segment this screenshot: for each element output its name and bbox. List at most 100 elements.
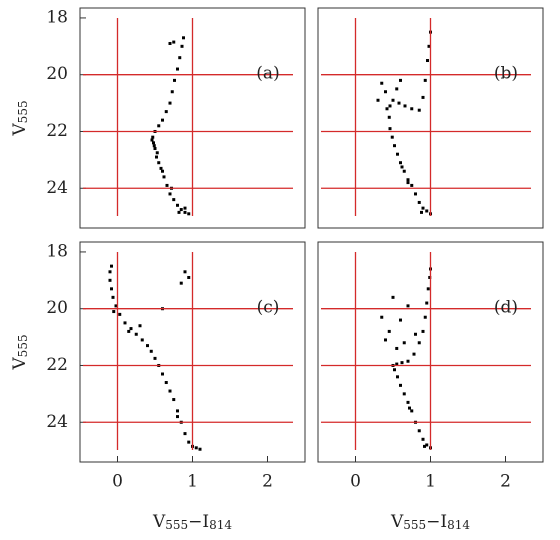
y-tick-label: 20 xyxy=(46,298,68,318)
point xyxy=(390,135,394,139)
x-tick-label: 0 xyxy=(350,472,361,492)
point xyxy=(179,281,183,285)
point xyxy=(176,67,179,71)
point xyxy=(423,78,427,82)
point xyxy=(168,41,172,45)
point xyxy=(138,324,142,328)
y-tick-label: 18 xyxy=(46,7,68,27)
point xyxy=(410,107,414,111)
point xyxy=(187,440,191,444)
point xyxy=(157,124,161,128)
point xyxy=(423,444,426,448)
point xyxy=(410,183,414,187)
point xyxy=(396,375,399,379)
y-tick-label: 20 xyxy=(46,64,68,84)
point xyxy=(412,352,416,356)
point xyxy=(168,101,172,105)
point xyxy=(165,183,169,187)
y-tick-label: 24 xyxy=(46,412,68,432)
panel-frame xyxy=(317,7,544,229)
point xyxy=(417,200,421,204)
point xyxy=(168,192,172,196)
point xyxy=(110,264,113,268)
point xyxy=(423,315,427,319)
point xyxy=(118,312,122,316)
point xyxy=(400,361,404,365)
point xyxy=(414,332,417,336)
point xyxy=(157,161,161,165)
point xyxy=(182,36,185,40)
point xyxy=(402,392,406,396)
point xyxy=(417,429,421,433)
y-axis-label-sub: 555 xyxy=(16,100,30,123)
point xyxy=(406,359,410,363)
point xyxy=(421,437,425,441)
panel-frame xyxy=(79,7,306,229)
point xyxy=(176,415,179,419)
point xyxy=(187,275,191,279)
panel-label: (c) xyxy=(257,298,280,318)
point xyxy=(399,161,402,165)
x-axis-label-sub: 814 xyxy=(209,518,232,532)
x-tick-label: 1 xyxy=(425,472,436,492)
point xyxy=(406,181,410,185)
point xyxy=(393,368,396,372)
point xyxy=(380,81,384,85)
point xyxy=(164,110,168,114)
x-axis-label-main: V xyxy=(152,512,166,532)
panel-label: (a) xyxy=(256,64,279,84)
point xyxy=(172,40,176,44)
y-axis-label: V555 xyxy=(10,100,31,136)
point xyxy=(178,56,182,60)
point xyxy=(421,329,425,333)
point xyxy=(159,166,163,170)
y-tick-label: 24 xyxy=(46,178,68,198)
point xyxy=(162,175,166,179)
point xyxy=(388,104,392,108)
point xyxy=(161,372,164,376)
x-axis-label-sub: 555 xyxy=(403,518,426,532)
point xyxy=(385,107,389,111)
point xyxy=(170,90,174,94)
y-axis-label-sub: 555 xyxy=(16,334,30,357)
point xyxy=(425,301,429,305)
point xyxy=(172,398,176,402)
point xyxy=(173,78,176,82)
point xyxy=(395,346,399,350)
point xyxy=(161,118,164,122)
point xyxy=(180,44,184,48)
x-tick-label: 2 xyxy=(500,472,511,492)
point xyxy=(414,192,417,196)
point xyxy=(198,447,202,451)
point xyxy=(399,318,402,322)
point xyxy=(380,315,384,319)
point xyxy=(176,409,179,413)
point xyxy=(402,169,406,173)
point xyxy=(384,90,387,94)
x-axis-label-main: −I xyxy=(426,512,447,532)
y-axis-label-main: V xyxy=(10,357,30,371)
point xyxy=(183,270,187,274)
x-axis-label-sub: 814 xyxy=(447,518,470,532)
y-axis-label-main: V xyxy=(10,123,30,137)
point xyxy=(384,338,387,342)
x-axis-label-main: −I xyxy=(188,512,209,532)
point xyxy=(108,278,112,282)
y-tick-label: 22 xyxy=(46,121,68,141)
point xyxy=(194,446,198,450)
y-tick-label: 22 xyxy=(46,355,68,375)
point xyxy=(426,287,430,291)
point xyxy=(183,206,187,210)
point xyxy=(391,295,395,299)
point xyxy=(395,87,399,91)
point xyxy=(111,295,115,299)
x-axis-label-main: V xyxy=(390,512,404,532)
point xyxy=(108,270,112,274)
point xyxy=(427,44,431,48)
point xyxy=(387,115,391,119)
point xyxy=(152,144,156,148)
y-tick-label: 18 xyxy=(46,241,68,261)
point xyxy=(402,341,406,345)
point xyxy=(140,338,144,342)
